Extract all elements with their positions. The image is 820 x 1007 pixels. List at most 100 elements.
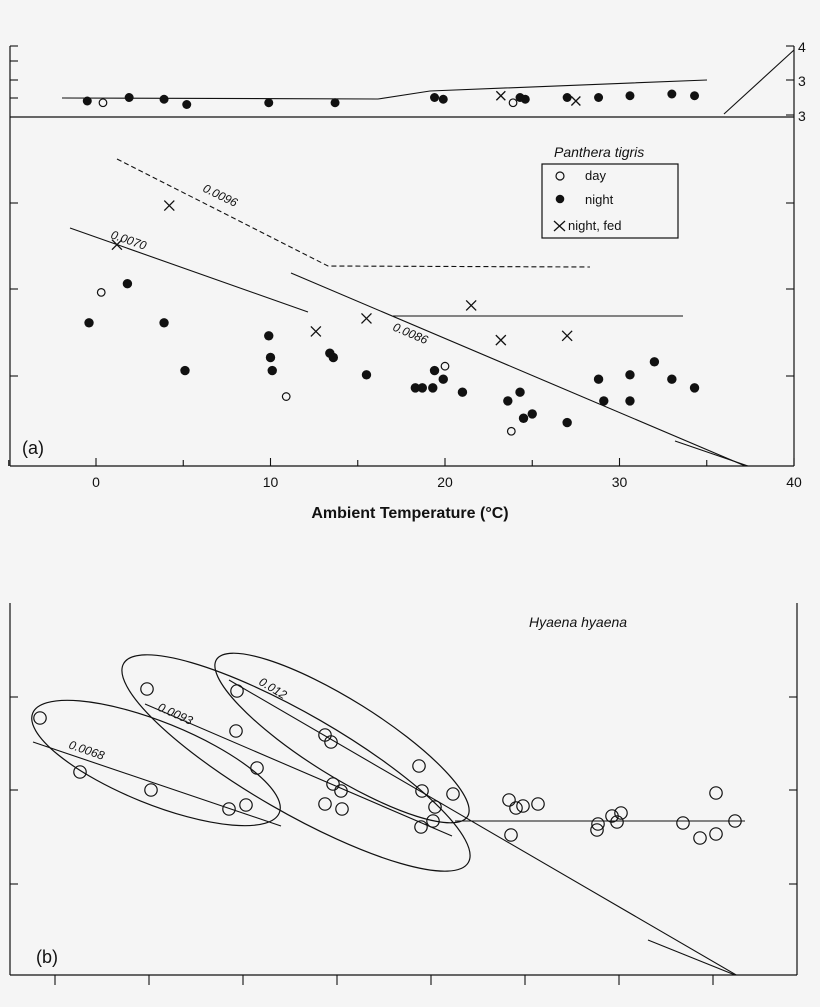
hyaena-point <box>591 817 605 831</box>
night-point <box>265 352 276 363</box>
night-point <box>518 413 529 423</box>
night-point <box>667 374 677 384</box>
panel-b-chart: 0.012 0.0093 0.0068 Hyaena hyaena (b) <box>9 603 798 985</box>
night-point <box>429 365 440 376</box>
hyaena-point <box>614 806 628 820</box>
hyaena-point <box>222 802 236 816</box>
hyaena-point <box>502 793 516 807</box>
panel-a-label: (a) <box>22 438 44 458</box>
slope-label-012: 0.012 <box>256 675 289 703</box>
slope-label-0096: 0.0096 <box>201 181 240 210</box>
top-strip-night-point <box>159 94 169 104</box>
panel-a-x-tick-label: 10 <box>263 474 279 490</box>
top-strip-day-point <box>508 98 518 108</box>
panel-b-minor-line <box>647 939 736 975</box>
hyaena-point <box>250 761 264 775</box>
legend-marker-night-fed <box>553 220 566 232</box>
night-point <box>180 365 190 376</box>
panel-b-species-label: Hyaena hyaena <box>529 614 627 630</box>
x-axis-title: Ambient Temperature (°C) <box>311 505 508 522</box>
hyaena-point <box>504 828 518 842</box>
legend-marker-night <box>555 194 565 204</box>
panel-a-right-tick-label: 3 <box>798 108 806 124</box>
hyaena-point <box>531 797 545 811</box>
top-strip-night-point <box>264 98 274 108</box>
hyaena-point <box>428 800 442 814</box>
top-strip-night-point <box>182 100 192 109</box>
hyaena-point <box>610 815 624 829</box>
top-strip-fed-point <box>495 90 506 101</box>
group-ellipse-0093 <box>121 654 471 872</box>
panel-a-chart: 4 3 3 0 10 20 30 40 0.0096 0.0070 0.0086 <box>8 39 806 522</box>
night-point <box>122 279 133 289</box>
panel-a-minor-line <box>674 440 749 466</box>
hyaena-point <box>229 724 243 738</box>
legend-label-night-fed: night, fed <box>568 218 622 233</box>
night-point <box>515 387 525 397</box>
night-fed-point <box>465 299 477 311</box>
night-point <box>264 331 274 341</box>
hyaena-point <box>509 801 523 815</box>
panel-a-right-tick-label: 3 <box>798 73 806 89</box>
night-fed-point <box>561 330 573 342</box>
day-point <box>96 288 106 297</box>
top-strip-night-point <box>330 98 340 108</box>
panel-a-x-ticks: 0 10 20 30 40 <box>8 458 802 490</box>
night-point <box>625 370 635 380</box>
top-strip-day-point <box>98 98 108 108</box>
night-point <box>562 417 572 428</box>
night-point <box>599 396 609 406</box>
day-point <box>281 392 291 401</box>
night-point <box>457 387 468 397</box>
hyaena-point <box>324 735 338 749</box>
panel-a-top-strip-points <box>82 89 700 109</box>
top-strip-night-point <box>667 89 677 99</box>
hyaena-point <box>415 784 429 798</box>
top-strip-night-point <box>562 93 572 102</box>
day-point <box>506 426 516 436</box>
hyaena-point <box>318 797 332 811</box>
night-fed-point <box>111 239 123 251</box>
hyaena-point <box>412 759 426 773</box>
night-point <box>689 383 700 393</box>
panel-a-x-tick-label: 20 <box>437 474 453 490</box>
night-point <box>328 352 339 363</box>
hyaena-point <box>334 784 348 798</box>
hyaena-point <box>335 802 349 816</box>
hyaena-point <box>230 684 244 698</box>
panel-a-fed-fit-line <box>116 158 591 268</box>
panel-a-x-tick-label: 40 <box>786 474 802 490</box>
legend-label-night: night <box>585 192 614 207</box>
top-strip-night-point <box>124 93 134 102</box>
hyaena-point <box>414 820 428 834</box>
panel-a-fit-line-0086 <box>290 272 747 466</box>
night-point <box>428 383 438 393</box>
panel-b-x-ticks <box>54 975 714 985</box>
night-fed-point <box>361 312 372 324</box>
night-fed-point <box>495 334 507 346</box>
panel-b-points <box>33 682 742 845</box>
night-point <box>84 318 94 328</box>
panel-b-fit-line-0068 <box>32 741 282 827</box>
night-fed-point <box>163 200 175 212</box>
hyaena-point <box>590 823 604 837</box>
legend-title: Panthera tigris <box>554 144 644 160</box>
hyaena-point <box>709 786 723 800</box>
hyaena-point <box>676 816 690 830</box>
night-point <box>267 365 277 376</box>
night-point <box>410 383 421 393</box>
hyaena-point <box>326 777 340 791</box>
legend-label-day: day <box>585 168 606 183</box>
night-point <box>438 374 448 384</box>
top-strip-fed-point <box>570 96 581 106</box>
night-point <box>625 396 635 406</box>
group-ellipse-012 <box>214 652 470 824</box>
panel-b-fit-line-0093 <box>144 703 453 837</box>
group-ellipse-0068 <box>31 699 281 827</box>
panel-a-points <box>84 200 700 436</box>
hyaena-point <box>446 787 460 801</box>
panel-a-x-tick-label: 0 <box>92 474 100 490</box>
panel-a-top-fit-line <box>61 79 708 100</box>
hyaena-point <box>239 798 253 812</box>
